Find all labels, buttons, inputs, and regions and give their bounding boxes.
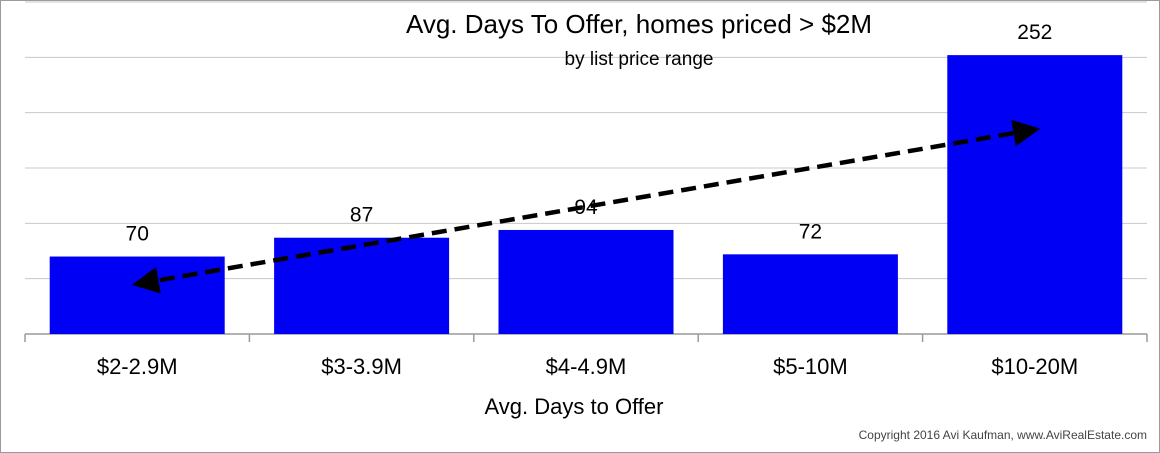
bar bbox=[49, 256, 225, 334]
bar bbox=[947, 55, 1123, 335]
category-label: $4-4.9M bbox=[546, 354, 627, 379]
bars bbox=[49, 55, 1123, 335]
category-labels: $2-2.9M $3-3.9M $4-4.9M $5-10M $10-20M bbox=[97, 354, 1078, 379]
chart-title: Avg. Days To Offer, homes priced > $2M bbox=[406, 9, 872, 39]
category-label: $5-10M bbox=[773, 354, 848, 379]
bar bbox=[722, 254, 898, 334]
bar-value-label: 72 bbox=[799, 220, 822, 243]
chart-subtitle: by list price range bbox=[565, 49, 714, 70]
bar-value-label: 252 bbox=[1017, 21, 1052, 44]
bar-value-label: 70 bbox=[126, 223, 149, 246]
bar bbox=[274, 237, 450, 334]
x-axis-title: Avg. Days to Offer bbox=[485, 394, 664, 419]
trend-arrow bbox=[131, 119, 1041, 294]
copyright-footer: Copyright 2016 Avi Kaufman, www.AviRealE… bbox=[859, 428, 1147, 442]
bar-value-label: 87 bbox=[350, 204, 373, 227]
x-axis bbox=[24, 333, 1148, 342]
category-label: $10-20M bbox=[991, 354, 1078, 379]
bar bbox=[498, 229, 674, 334]
category-label: $2-2.9M bbox=[97, 354, 178, 379]
category-label: $3-3.9M bbox=[321, 354, 402, 379]
